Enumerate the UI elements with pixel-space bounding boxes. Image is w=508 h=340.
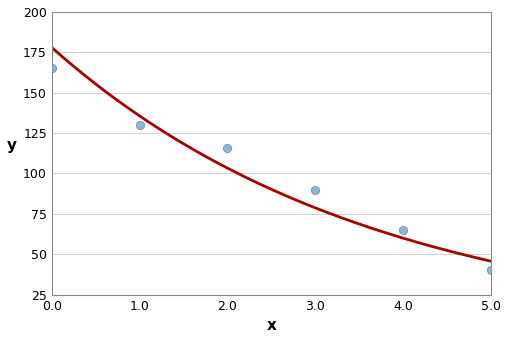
Point bbox=[311, 187, 320, 192]
Point bbox=[487, 268, 495, 273]
Point bbox=[399, 227, 407, 233]
Point bbox=[136, 122, 144, 128]
Point bbox=[224, 145, 232, 150]
Point bbox=[48, 66, 56, 71]
Y-axis label: y: y bbox=[7, 138, 17, 153]
X-axis label: x: x bbox=[267, 318, 276, 333]
